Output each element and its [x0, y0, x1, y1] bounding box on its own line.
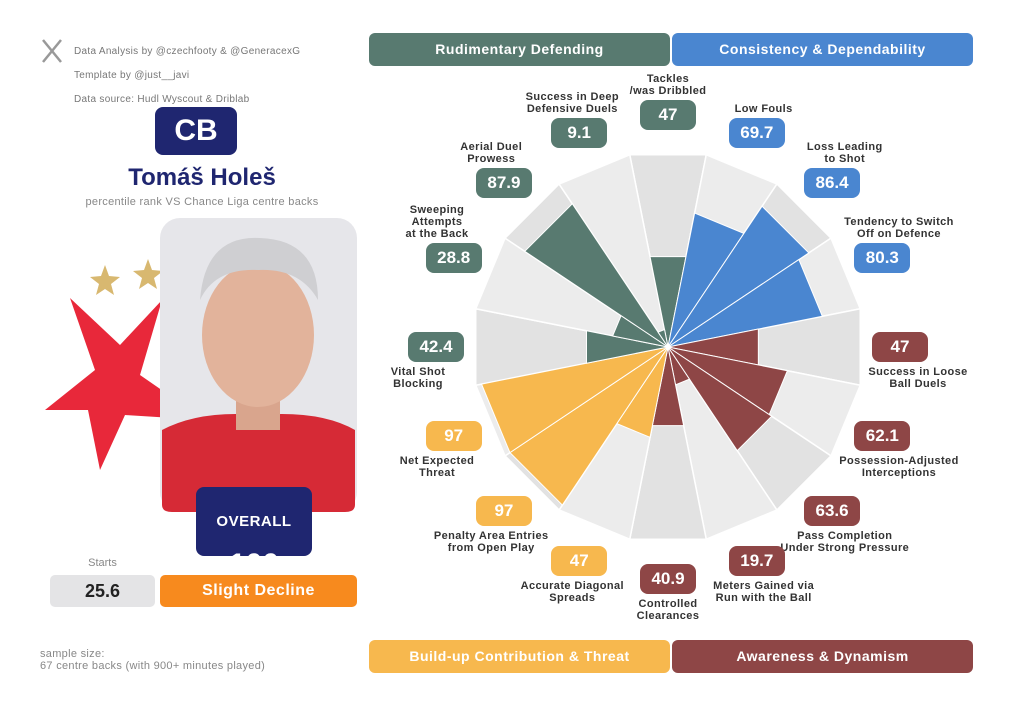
- category-label: Success in Deep Defensive Duels: [525, 90, 620, 115]
- subtitle: percentile rank VS Chance Liga centre ba…: [85, 196, 319, 208]
- red-star: [45, 298, 205, 470]
- value-label: 97: [425, 420, 482, 451]
- trend-badge: Slight Decline: [160, 575, 357, 607]
- value-label: 47: [551, 546, 608, 577]
- credit-line: Template by @just__javi: [74, 70, 190, 81]
- position-badge: CB: [155, 107, 237, 155]
- group-header: Rudimentary Defending: [369, 33, 670, 66]
- category-label: Meters Gained via Run with the Ball: [713, 580, 815, 605]
- bar: [523, 202, 669, 348]
- credit-line: Data source: Hudl Wyscout & Driblab: [74, 94, 250, 105]
- category-label: Aerial Duel Prowess: [460, 140, 523, 165]
- value-label: 87.9: [475, 167, 532, 198]
- credits: Data Analysis by @czechfooty & @Generace…: [74, 34, 300, 118]
- gold-star: [90, 265, 120, 295]
- bar: [480, 346, 669, 454]
- value-label: 28.8: [425, 243, 482, 274]
- gold-star: [133, 259, 163, 289]
- overall-box: OVERALL 100: [196, 487, 312, 581]
- x-logo: [42, 39, 62, 63]
- category-label: Pass Completion Under Strong Pressure: [780, 530, 910, 555]
- value-label: 69.7: [728, 117, 785, 148]
- value-label: 47: [872, 332, 928, 362]
- value-label: 9.1: [551, 117, 608, 148]
- group-header: Build-up Contribution & Threat: [369, 640, 670, 673]
- value-label: 97: [475, 496, 532, 527]
- overall-label: OVERALL: [216, 513, 292, 530]
- bar: [657, 328, 669, 348]
- value-label: 19.7: [728, 546, 785, 577]
- category-label: Accurate Diagonal Spreads: [520, 580, 625, 605]
- group-header: Consistency & Dependability: [672, 33, 973, 66]
- category-label: Low Fouls: [734, 102, 793, 115]
- category-label: Tendency to Switch Off on Defence: [844, 216, 954, 241]
- credit-line: Data Analysis by @czechfooty & @Generace…: [74, 46, 301, 57]
- value-label: 86.4: [804, 167, 861, 198]
- group-header: Awareness & Dynamism: [672, 640, 973, 673]
- category-label: Success in Loose Ball Duels: [868, 366, 968, 390]
- sample-size: sample size: 67 centre backs (with 900+ …: [40, 648, 266, 672]
- category-label: Sweeping Attempts at the Back: [405, 204, 469, 241]
- category-label: Net Expected Threat: [399, 454, 475, 479]
- bar: [667, 346, 773, 452]
- category-label: Penalty Area Entries from Open Play: [433, 530, 549, 555]
- starts-value: 25.6: [50, 575, 155, 607]
- category-label: Possession-Adjusted Interceptions: [839, 454, 959, 479]
- category-label: Loss Leading to Shot: [806, 140, 883, 165]
- value-label: 47: [640, 100, 696, 130]
- value-label: 40.9: [640, 564, 696, 594]
- category-label: Tackles /was Dribbled: [629, 73, 707, 97]
- category-label: Vital Shot Blocking: [390, 366, 446, 390]
- value-label: 62.1: [854, 420, 911, 451]
- player-name: Tomáš Holeš: [128, 164, 276, 191]
- category-label: Controlled Clearances: [636, 598, 700, 622]
- value-label: 63.6: [804, 496, 861, 527]
- starts-label: Starts: [88, 557, 117, 569]
- value-label: 42.4: [408, 332, 464, 362]
- value-label: 80.3: [854, 243, 911, 274]
